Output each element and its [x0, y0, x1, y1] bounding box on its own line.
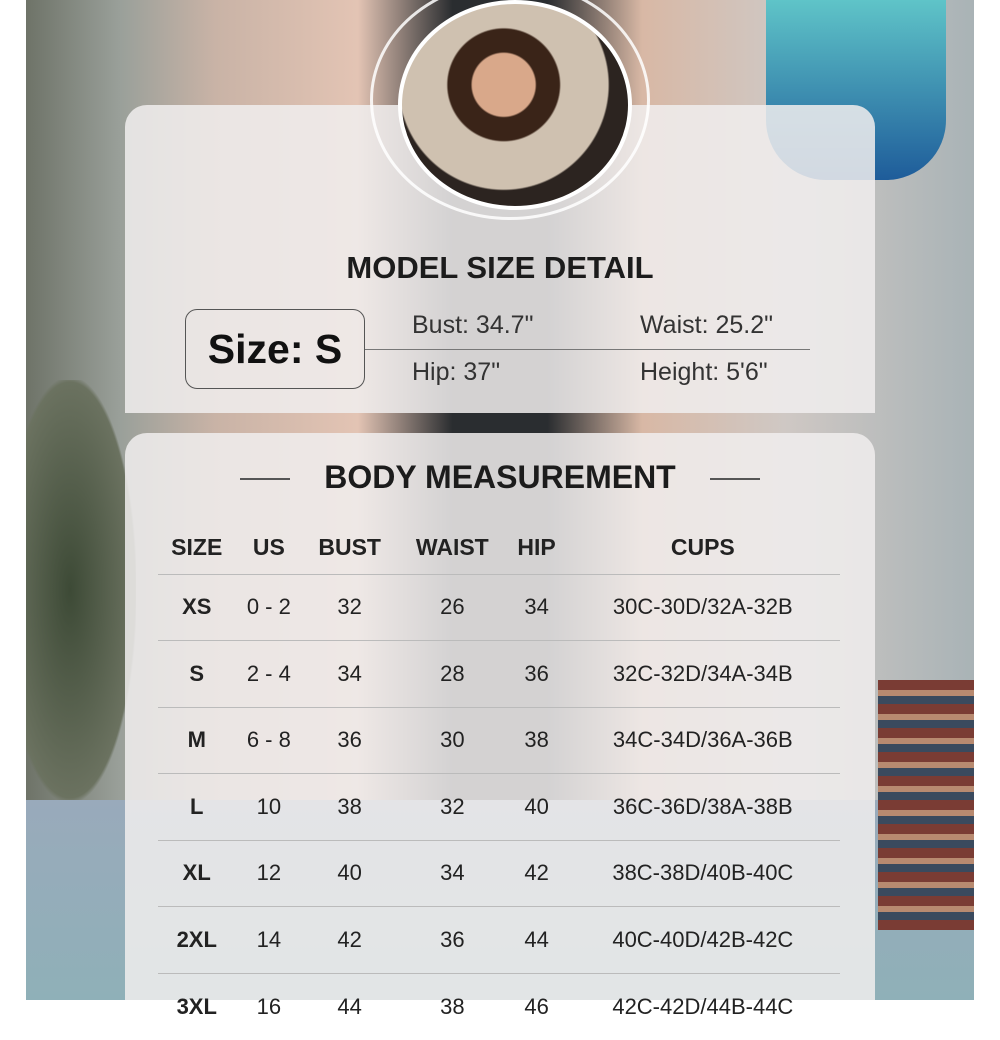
table-cell: 6 - 8 [235, 706, 303, 774]
table-cell: 3XL [158, 972, 236, 1040]
plant-decor [26, 380, 136, 800]
table-cell: 34 [397, 839, 508, 907]
table-row: XS 0 - 2 32 26 34 30C-30D/32A-32B [158, 573, 840, 641]
model-size-badge: Size: S [185, 309, 365, 389]
table-row: L 10 38 32 40 36C-36D/38A-38B [158, 773, 840, 840]
table-cell: 40 [302, 839, 398, 907]
table-cell: 12 [235, 839, 303, 907]
table-cell: 26 [397, 573, 508, 641]
size-table: SIZE US BUST WAIST HIP CUPS XS 0 - 2 32 26 34 30C-… [158, 522, 840, 1040]
table-cell: 46 [507, 972, 566, 1040]
table-row: 3XL 16 44 38 46 42C-42D/44B-44C [158, 972, 840, 1040]
body-measurement-title: BODY MEASUREMENT [324, 459, 676, 495]
table-cell: 42C-42D/44B-44C [565, 972, 840, 1040]
table-cell: 10 [235, 773, 303, 840]
table-cell: 44 [302, 972, 398, 1040]
title-dash-right [710, 478, 760, 480]
avatar-ring [370, 0, 650, 220]
table-cell: 14 [235, 906, 303, 973]
table-cell: 38 [397, 972, 508, 1040]
model-waist: Waist: 25.2" [640, 311, 773, 339]
column-header: BUST [318, 534, 381, 561]
column-header: US [252, 534, 285, 561]
column-header: HIP [517, 534, 556, 561]
table-cell: 34 [302, 640, 398, 707]
model-height: Height: 5'6" [640, 358, 768, 386]
model-bust: Bust: 34.7" [412, 311, 534, 339]
rug-decor [878, 680, 974, 930]
table-cell: 38C-38D/40B-40C [565, 839, 840, 907]
title-dash-left [240, 478, 290, 480]
table-header-row: SIZE US BUST WAIST HIP CUPS [158, 522, 840, 574]
model-hip: Hip: 37" [412, 358, 501, 386]
table-cell: 30 [397, 706, 508, 774]
table-cell: 38 [302, 773, 398, 840]
column-header: SIZE [171, 534, 223, 561]
table-cell: S [158, 640, 236, 707]
table-row: XL 12 40 34 42 38C-38D/40B-40C [158, 839, 840, 907]
table-cell: 16 [235, 972, 303, 1040]
model-size-title: MODEL SIZE DETAIL [346, 250, 654, 285]
table-cell: 36 [302, 706, 398, 774]
table-cell: 32C-32D/34A-34B [565, 640, 840, 707]
table-cell: 34C-34D/36A-36B [565, 706, 840, 774]
table-cell: M [158, 706, 236, 774]
table-cell: 36 [507, 640, 566, 707]
table-cell: 2 - 4 [235, 640, 303, 707]
column-header: WAIST [415, 534, 489, 561]
table-cell: L [158, 773, 236, 840]
table-cell: 40 [507, 773, 566, 840]
table-cell: 36 [397, 906, 508, 973]
table-cell: 0 - 2 [235, 573, 303, 641]
table-cell: 32 [302, 573, 398, 641]
table-cell: 42 [507, 839, 566, 907]
table-cell: 2XL [158, 906, 236, 973]
table-row: 2XL 14 42 36 44 40C-40D/42B-42C [158, 906, 840, 973]
table-cell: 40C-40D/42B-42C [565, 906, 840, 973]
table-cell: XS [158, 573, 236, 641]
model-avatar [398, 0, 632, 210]
table-cell: XL [158, 839, 236, 907]
table-cell: 28 [397, 640, 508, 707]
table-cell: 42 [302, 906, 398, 973]
column-header: CUPS [670, 534, 735, 561]
table-cell: 34 [507, 573, 566, 641]
table-cell: 44 [507, 906, 566, 973]
table-cell: 32 [397, 773, 508, 840]
table-cell: 36C-36D/38A-38B [565, 773, 840, 840]
table-cell: 38 [507, 706, 566, 774]
divider [365, 349, 810, 350]
table-cell: 30C-30D/32A-32B [565, 573, 840, 641]
